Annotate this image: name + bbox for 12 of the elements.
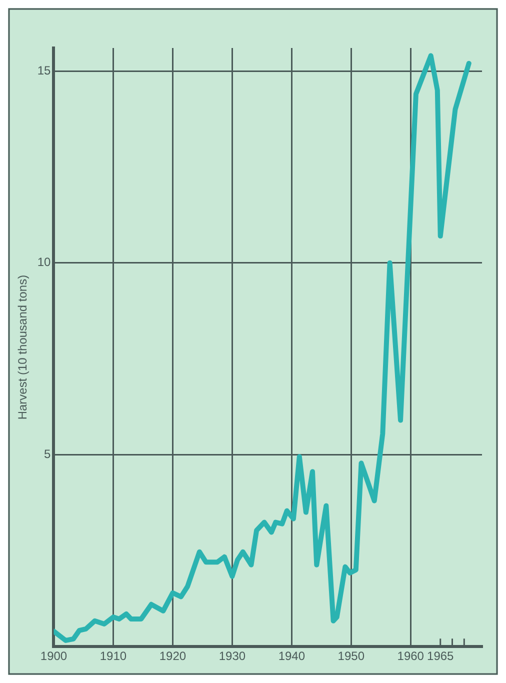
y-tick-label: 5 (44, 447, 52, 462)
x-tick-label: 1965 (427, 649, 454, 664)
y-tick-label: 10 (37, 255, 52, 270)
x-tick-label: 1910 (100, 649, 127, 664)
x-tick-label: 1940 (278, 649, 306, 664)
x-tick-label: 1920 (159, 649, 186, 664)
y-tick-label: 15 (37, 63, 52, 78)
x-tick-label: 1900 (40, 649, 68, 664)
x-tick-label: 1960 (397, 649, 424, 664)
x-tick-label: 1930 (218, 649, 246, 664)
y-axis-title: Harvest (10 thousand tons) (16, 274, 30, 420)
x-tick-label: 1950 (338, 649, 365, 664)
